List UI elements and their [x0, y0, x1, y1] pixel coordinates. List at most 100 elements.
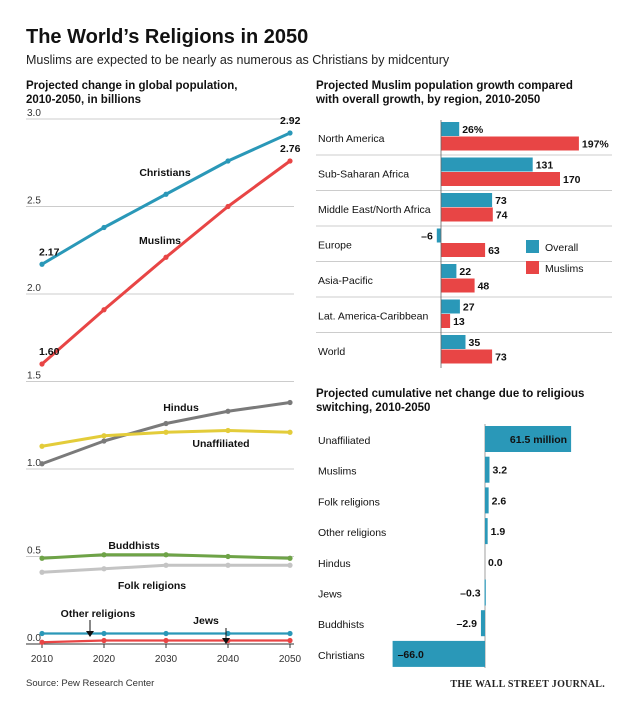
y-tick-label: 0.5: [27, 546, 41, 557]
bar-folk-religions: [485, 487, 489, 514]
bar-muslims-asia-pacific: [441, 278, 475, 293]
data-point-unaffiliated: [287, 429, 293, 435]
bar-overall-asia-pacific: [441, 264, 457, 278]
data-point-other-religions: [287, 630, 293, 637]
bar-muslims-sub-saharan-africa: [441, 172, 560, 186]
value-label-muslims-sub-saharan-africa: 170: [563, 174, 581, 186]
legend-swatch-muslims: [526, 261, 539, 274]
y-tick-label: 3.0: [27, 108, 41, 119]
series-label-jews: Jews: [193, 615, 219, 627]
x-tick-label: 2040: [217, 654, 240, 665]
value-label-overall-north-america: 26%: [462, 124, 484, 136]
category-label-muslims: Muslims: [318, 466, 357, 478]
region-chart-title-line2: with overall growth, by region, 2010-205…: [315, 94, 540, 106]
data-point-christians: [163, 191, 169, 197]
data-point-folk-religions: [163, 562, 169, 568]
region-label-sub-saharan-africa: Sub-Saharan Africa: [318, 169, 409, 181]
series-label-folk-religions: Folk religions: [118, 580, 186, 592]
bar-overall-lat-america-caribbean: [441, 299, 460, 314]
y-tick-label: 2.0: [27, 283, 41, 294]
data-point-buddhists: [163, 552, 169, 558]
data-point-christians: [39, 261, 45, 267]
x-tick-label: 2020: [93, 654, 116, 665]
data-point-folk-religions: [101, 566, 107, 572]
data-point-unaffiliated: [39, 443, 45, 449]
bar-muslims: [485, 456, 490, 483]
data-point-christians: [225, 158, 231, 164]
value-label-hindus: 0.0: [488, 557, 503, 569]
switch-chart-title-line1: Projected cumulative net change due to r…: [316, 388, 584, 400]
jews-arrowhead: [222, 638, 230, 644]
y-tick-label: 1.5: [27, 371, 41, 382]
value-label-muslims-middle-east-north-africa: 74: [496, 210, 508, 222]
data-point-folk-religions: [225, 562, 231, 568]
data-point-muslims: [39, 361, 45, 367]
value-label-christians: –66.0: [398, 649, 424, 661]
data-point-buddhists: [225, 553, 231, 560]
data-point-unaffiliated: [101, 433, 107, 439]
category-label-buddhists: Buddhists: [318, 619, 364, 631]
category-label-hindus: Hindus: [318, 558, 351, 570]
publisher-logo: THE WALL STREET JOURNAL.: [450, 679, 605, 690]
population-line-chart: Projected change in global population, 20…: [26, 80, 302, 665]
data-point-hindus: [163, 420, 169, 427]
data-point-jews: [287, 637, 293, 644]
value-label-jews: –0.3: [460, 588, 481, 600]
bar-muslims-europe: [441, 243, 486, 257]
value-label-buddhists: –2.9: [457, 618, 478, 630]
series-label-christians: Christians: [139, 167, 191, 179]
bar-overall-middle-east-north-africa: [441, 193, 493, 207]
data-point-muslims: [225, 203, 231, 210]
data-point-folk-religions: [287, 562, 293, 568]
category-label-folk-religions: Folk religions: [318, 496, 380, 508]
data-point-hindus: [287, 399, 293, 406]
religious-switching-bar-chart: Projected cumulative net change due to r…: [316, 388, 584, 668]
value-label-muslims-europe: 63: [488, 245, 500, 257]
value-label-overall-world: 35: [469, 337, 481, 349]
region-chart-title: Projected Muslim population growth compa…: [315, 80, 573, 106]
data-point-hindus: [39, 461, 45, 467]
value-label-muslims: 3.2: [492, 465, 507, 477]
bar-overall-north-america: [441, 122, 460, 136]
region-label-world: World: [318, 346, 345, 358]
data-point-hindus: [101, 438, 107, 444]
other-religions-arrowhead: [86, 631, 94, 637]
series-label-hindus: Hindus: [163, 402, 199, 414]
regional-growth-bar-chart: Projected Muslim population growth compa…: [315, 80, 612, 368]
series-line-muslims: [41, 159, 291, 366]
data-point-jews: [39, 639, 45, 645]
value-label-unaffiliated: 61.5 million: [510, 434, 567, 446]
category-label-jews: Jews: [318, 589, 342, 601]
data-point-folk-religions: [39, 569, 45, 575]
value-label-muslims-lat-america-caribbean: 13: [453, 316, 465, 328]
data-point-buddhists: [101, 552, 107, 558]
value-label-other-religions: 1.9: [491, 526, 506, 538]
data-point-muslims: [163, 254, 169, 260]
region-label-europe: Europe: [318, 240, 352, 252]
legend-label-muslims: Muslims: [545, 263, 584, 275]
bar-overall-world: [441, 335, 466, 349]
data-point-muslims: [101, 307, 107, 313]
data-point-other-religions: [225, 630, 231, 637]
bar-muslims-north-america: [441, 136, 579, 151]
value-label-overall-europe: –6: [421, 231, 433, 243]
bar-overall-sub-saharan-africa: [441, 157, 533, 172]
value-label-overall-asia-pacific: 22: [459, 266, 471, 278]
legend-label-overall: Overall: [545, 242, 578, 254]
series-label-buddhists: Buddhists: [108, 540, 159, 552]
region-chart-title-line1: Projected Muslim population growth compa…: [316, 80, 573, 92]
data-point-christians: [287, 130, 293, 136]
data-label-muslims-end: 2.76: [280, 143, 301, 155]
data-point-other-religions: [39, 630, 45, 637]
bar-muslims-middle-east-north-africa: [441, 207, 493, 222]
series-label-muslims: Muslims: [139, 235, 181, 247]
region-label-north-america: North America: [318, 133, 385, 145]
value-label-overall-middle-east-north-africa: 73: [495, 195, 507, 207]
category-label-christians: Christians: [318, 650, 365, 662]
value-label-muslims-asia-pacific: 48: [478, 281, 490, 293]
bar-overall-europe: [436, 228, 441, 243]
data-point-jews: [163, 637, 169, 644]
line-chart-title-line2: 2010-2050, in billions: [26, 94, 141, 106]
region-label-lat-america-caribbean: Lat. America-Caribbean: [318, 311, 428, 323]
